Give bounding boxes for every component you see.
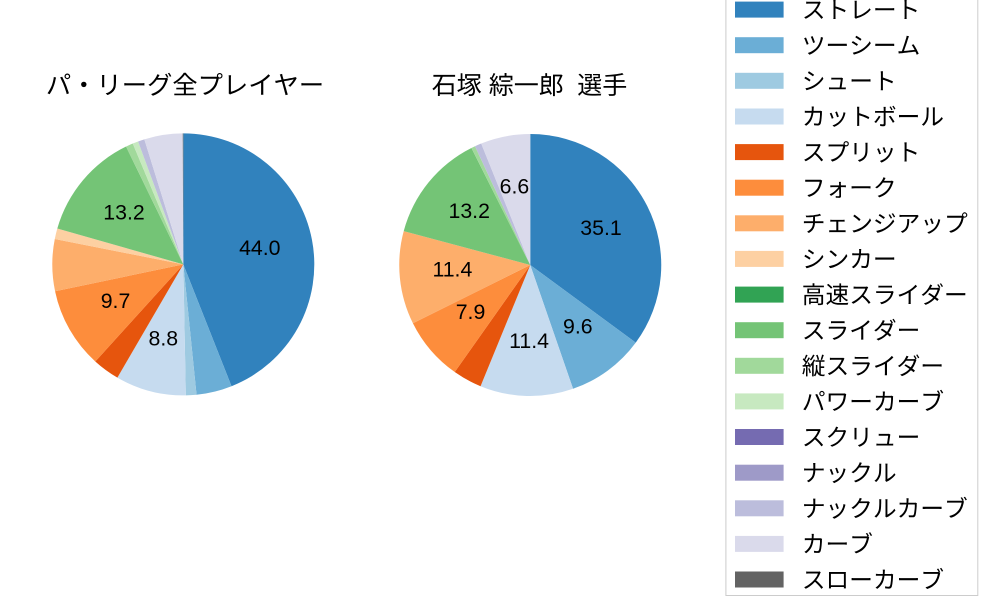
svg-text:8.8: 8.8 — [148, 326, 178, 350]
svg-text:35.1: 35.1 — [580, 216, 621, 240]
svg-text:11.4: 11.4 — [509, 329, 549, 353]
svg-text:11.4: 11.4 — [432, 257, 472, 281]
svg-text:7.9: 7.9 — [456, 300, 486, 324]
svg-text:13.2: 13.2 — [103, 200, 144, 224]
svg-text:6.6: 6.6 — [500, 175, 530, 199]
svg-text:9.7: 9.7 — [101, 289, 131, 313]
svg-text:9.6: 9.6 — [563, 314, 593, 338]
svg-text:13.2: 13.2 — [448, 199, 489, 223]
svg-text:44.0: 44.0 — [239, 236, 281, 260]
